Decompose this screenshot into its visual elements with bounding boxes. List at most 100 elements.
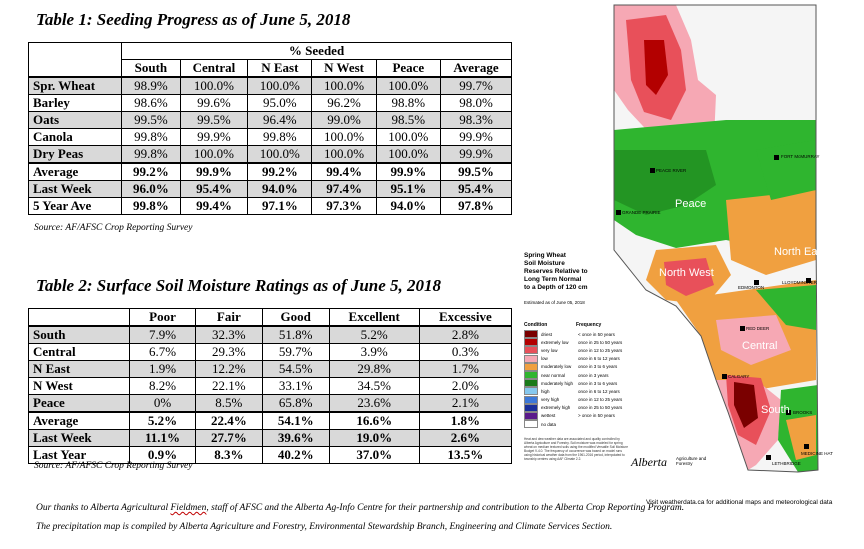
table-cell: 2.8% <box>418 325 513 344</box>
table-cell: 0% <box>129 394 196 413</box>
row-label: Spr. Wheat <box>27 76 123 95</box>
table-cell: 5.2% <box>129 411 196 430</box>
city-markers <box>616 155 811 460</box>
legend-condition-header: Condition <box>524 322 548 328</box>
table-cell: 33.1% <box>261 377 330 395</box>
table-cell: 98.0% <box>439 94 513 112</box>
legend-condition: low <box>541 356 548 362</box>
table-row: Central 6.7% 29.3% 59.7% 3.9% 0.3% <box>27 343 513 361</box>
row-label: Last Year <box>27 446 131 464</box>
table-cell: 37.0% <box>328 446 420 464</box>
legend-item: low once in 6 to 12 years <box>524 354 634 363</box>
table-row: Barley 98.6% 99.6% 95.0% 96.2% 98.8% 98.0% <box>27 94 513 112</box>
table-cell: 0.3% <box>418 343 513 361</box>
table-cell: 99.2% <box>247 162 313 181</box>
region-north-west: North West <box>659 267 714 279</box>
table-cell: 99.7% <box>439 76 513 95</box>
table-cell: 99.8% <box>121 128 181 146</box>
town-peace-river: PEACE RIVER <box>656 168 687 173</box>
thanks-text-c: , staff of AFSC and the Alberta Ag-Info … <box>206 503 685 513</box>
table-cell: 100.0% <box>311 128 377 146</box>
table1-title: Table 1: Seeding Progress as of June 5, … <box>36 10 351 29</box>
table2-col-header: Poor <box>129 308 196 327</box>
row-label: Barley <box>27 94 123 112</box>
province-outline <box>613 4 819 473</box>
legend-condition: wettest <box>541 413 556 419</box>
table-cell: 16.6% <box>328 411 420 430</box>
map-title: Spring Wheat Soil Moisture Reserves Relati… <box>524 252 588 292</box>
table-cell: 100.0% <box>375 76 441 95</box>
legend-item: very low once in 12 to 25 years <box>524 346 634 355</box>
table-cell: 98.8% <box>375 94 441 112</box>
legend-frequency-header: Frequency <box>576 322 602 328</box>
table-cell: 98.5% <box>375 111 441 129</box>
legend-swatch <box>524 379 538 388</box>
table-cell: 100.0% <box>179 76 249 95</box>
table-cell: 22.4% <box>194 411 263 430</box>
map-title-line: Long Term Normal <box>524 276 582 283</box>
table1-col-header: South <box>121 59 181 78</box>
map-estimated-date: Estimated as of June 05, 2018 <box>524 300 585 305</box>
town-edmonton: EDMONTON <box>738 285 765 290</box>
legend-swatch <box>524 387 538 396</box>
table-cell: 99.5% <box>439 162 513 181</box>
legend-condition: driest <box>541 331 553 337</box>
table-cell: 96.4% <box>247 111 313 129</box>
table-cell: 100.0% <box>247 76 313 95</box>
table-cell: 100.0% <box>311 145 377 164</box>
table-cell: 99.9% <box>439 145 513 164</box>
legend-swatch <box>524 346 538 355</box>
table-row: Peace 0% 8.5% 65.8% 23.6% 2.1% <box>27 394 513 413</box>
table-cell: 51.8% <box>261 325 330 344</box>
legend-item: no data <box>524 420 634 429</box>
table-cell: 99.0% <box>311 111 377 129</box>
table-cell: 12.2% <box>194 360 263 378</box>
legend-swatch <box>524 371 538 380</box>
table-cell: 29.8% <box>328 360 420 378</box>
thanks-text-a: Our thanks to Alberta Agricultural <box>36 503 171 513</box>
legend-item: moderately low once in 3 to 6 years <box>524 362 634 371</box>
alberta-logo: Alberta <box>631 455 667 469</box>
table-cell: 40.2% <box>261 446 330 464</box>
table-cell: 54.5% <box>261 360 330 378</box>
legend-condition: extremely high <box>541 405 571 411</box>
row-label: Peace <box>27 394 131 413</box>
map-title-line: Reserves Relative to <box>524 268 588 275</box>
table-cell: 98.6% <box>121 94 181 112</box>
table-cell: 99.8% <box>121 145 181 164</box>
table-cell: 99.2% <box>121 162 181 181</box>
legend-frequency: once in 3 to 6 years <box>578 364 618 370</box>
legend-swatch <box>524 403 538 412</box>
table1-col-header: Average <box>439 59 513 78</box>
legend-item: high once in 6 to 12 years <box>524 387 634 396</box>
table-row: N West 8.2% 22.1% 33.1% 34.5% 2.0% <box>27 377 513 395</box>
map-title-line: to a Depth of 120 cm <box>524 284 588 291</box>
table-row: 5 Year Ave 99.8% 99.4% 97.1% 97.3% 94.0% 97.8% <box>27 197 513 215</box>
table1-corner <box>27 42 123 60</box>
table-cell: 13.5% <box>418 446 513 464</box>
table-cell: 32.3% <box>194 325 263 344</box>
town-red-deer: RED DEER <box>746 326 770 331</box>
table-cell: 34.5% <box>328 377 420 395</box>
thanks-fieldmen: Fieldmen <box>170 503 207 513</box>
table-cell: 100.0% <box>247 145 313 164</box>
table-cell: 59.7% <box>261 343 330 361</box>
table-cell: 94.0% <box>375 197 441 215</box>
legend-swatch <box>524 395 538 404</box>
table-row: Spr. Wheat 98.9% 100.0% 100.0% 100.0% 100.0% 9… <box>27 76 513 95</box>
weatherdata-link[interactable]: Visit weatherdata.ca for additional maps… <box>646 499 833 506</box>
table-cell: 8.5% <box>194 394 263 413</box>
table-cell: 99.5% <box>179 111 249 129</box>
legend-item: extremely low once in 25 to 50 years <box>524 338 634 347</box>
table-cell: 97.4% <box>311 180 377 198</box>
row-label: Last Week <box>27 429 131 447</box>
legend-condition: high <box>541 388 550 394</box>
town-lloydminster: LLOYDMINSTER <box>782 280 818 285</box>
town-lethbridge: LETHBRIDGE <box>772 461 801 466</box>
table2-title: Table 2: Surface Soil Moisture Ratings a… <box>36 276 442 295</box>
table-row: Last Week 11.1% 27.7% 39.6% 19.0% 2.6% <box>27 429 513 447</box>
table-cell: 100.0% <box>311 76 377 95</box>
row-label: N East <box>27 360 131 378</box>
table-row: South 7.9% 32.3% 51.8% 5.2% 2.8% <box>27 325 513 344</box>
town-fort-mcmurray: FORT McMURRAY <box>781 154 820 159</box>
